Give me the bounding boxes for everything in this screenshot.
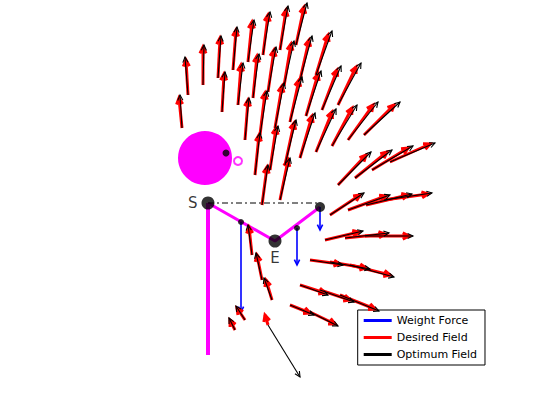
svg-text:Weight Force: Weight Force	[397, 314, 469, 327]
svg-text:E: E	[270, 249, 279, 267]
svg-text:Desired Field: Desired Field	[397, 331, 468, 344]
svg-text:S: S	[188, 194, 198, 212]
svg-text:Optimum Field: Optimum Field	[397, 348, 477, 361]
